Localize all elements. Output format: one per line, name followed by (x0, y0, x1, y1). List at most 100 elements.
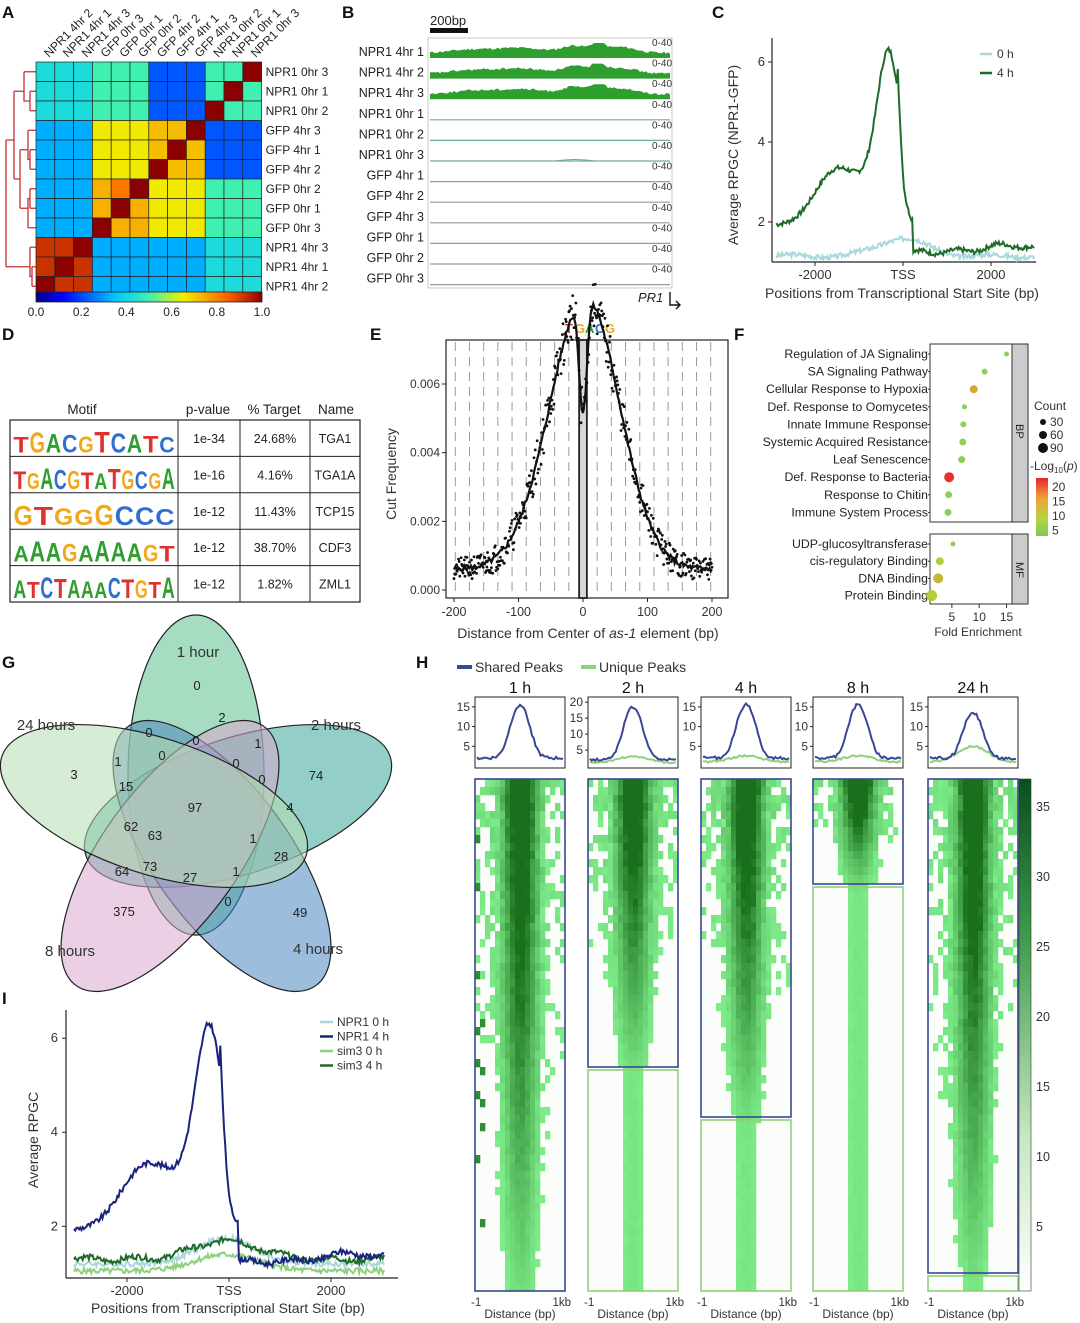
heatmap-cell (623, 915, 629, 924)
heatmap-cell (858, 1227, 864, 1236)
heatmap-cell (648, 1003, 654, 1012)
heatmap-cell (515, 1107, 521, 1116)
heatmap-cell (761, 907, 767, 916)
heatmap-cell (555, 907, 561, 916)
heatmap-cell (535, 955, 541, 964)
x-tick: 15 (1000, 610, 1014, 624)
heatmap-cell (500, 1123, 506, 1132)
heatmap-cell (741, 1155, 747, 1164)
data-point (571, 294, 575, 297)
heatmap-cell (963, 891, 969, 900)
heatmap-cell (863, 1275, 869, 1284)
heatmap-cell (726, 787, 732, 796)
heatmap-cell (92, 237, 112, 258)
data-point (526, 484, 530, 488)
heatmap-cell (638, 883, 644, 892)
heatmap-cell (993, 795, 999, 804)
heatmap-cell (613, 923, 619, 932)
heatmap-cell (110, 139, 131, 160)
heatmap-cell (736, 1051, 742, 1060)
heatmap-cell (706, 883, 712, 892)
heatmap-cell (756, 1035, 762, 1044)
heatmap-cell (223, 159, 244, 180)
heatmap-cell (628, 1283, 634, 1292)
heatmap-cell (736, 883, 742, 892)
heatmap-cell (505, 1043, 511, 1052)
heatmap-cell (638, 1171, 644, 1180)
heatmap-cell (736, 907, 742, 916)
heatmap-cell (510, 891, 516, 900)
x-tick: TSS (216, 1283, 242, 1298)
heatmap-cell (848, 1179, 854, 1188)
heatmap-cell (948, 811, 954, 820)
heatmap-cell (490, 779, 496, 788)
heatmap-cell (988, 1107, 994, 1116)
logo-letter: T (27, 577, 40, 603)
heatmap-cell (938, 803, 944, 812)
panel-letter-h: H (416, 653, 428, 672)
heatmap-cell (958, 1035, 964, 1044)
heatmap-cell (510, 827, 516, 836)
heatmap-cell (868, 803, 874, 812)
p-value-cell: 1e-34 (193, 432, 225, 446)
heatmap-cell (623, 843, 629, 852)
heatmap-cell (731, 1107, 737, 1116)
heatmap-cell (988, 1075, 994, 1084)
heatmap-cell (633, 1275, 639, 1284)
heatmap-cell (853, 867, 859, 876)
heatmap-cell (515, 819, 521, 828)
heatmap-cell (490, 835, 496, 844)
heatmap-cell (663, 875, 669, 884)
heatmap-cell (658, 875, 664, 884)
y-axis-label: Average RPGC (NPR1-GFP) (725, 65, 741, 245)
heatmap-cell (953, 1059, 959, 1068)
heatmap-cell (858, 1067, 864, 1076)
data-point (573, 313, 577, 317)
heatmap-cell (623, 1051, 629, 1060)
heatmap-cell (648, 787, 654, 796)
heatmap-cell (721, 819, 727, 828)
heatmap-cell (858, 811, 864, 820)
heatmap-cell (848, 947, 854, 956)
heatmap-cell (873, 859, 879, 868)
heatmap-cell (726, 1067, 732, 1076)
heatmap-cell (978, 1251, 984, 1260)
heatmap-cell (948, 939, 954, 948)
data-point (572, 326, 576, 330)
heatmap-cell (603, 875, 609, 884)
heatmap-cell (716, 803, 722, 812)
y-tick: 6 (51, 1030, 58, 1045)
heatmap-cell (943, 787, 949, 796)
heatmap-cell (948, 819, 954, 828)
heatmap-cell (928, 1003, 934, 1012)
heatmap-cell (973, 1123, 979, 1132)
data-point (469, 573, 473, 577)
heatmap-cell (983, 867, 989, 876)
heatmap-cell (998, 923, 1004, 932)
panel-letter-b: B (342, 3, 354, 22)
heatmap-cell (848, 1123, 854, 1132)
heatmap-cell (540, 835, 546, 844)
heatmap-cell (613, 931, 619, 940)
heatmap-cell (973, 859, 979, 868)
heatmap-cell (204, 81, 225, 102)
heatmap-cell (520, 1043, 526, 1052)
heatmap-cell (761, 875, 767, 884)
heatmap-cell (500, 987, 506, 996)
heatmap-cell (858, 819, 864, 828)
heatmap-cell (953, 931, 959, 940)
heatmap-cell (983, 1155, 989, 1164)
heatmap-cell (741, 883, 747, 892)
heatmap-cell (623, 923, 629, 932)
heatmap-cell (958, 1075, 964, 1084)
heatmap-cell (628, 1003, 634, 1012)
heatmap-cell (968, 1083, 974, 1092)
heatmap-cell (520, 859, 526, 868)
heatmap-cell (726, 827, 732, 836)
heatmap-cell (495, 883, 501, 892)
heatmap-cell (993, 1075, 999, 1084)
heatmap-cell (515, 1083, 521, 1092)
heatmap-cell (868, 859, 874, 868)
heatmap-cell (973, 1115, 979, 1124)
